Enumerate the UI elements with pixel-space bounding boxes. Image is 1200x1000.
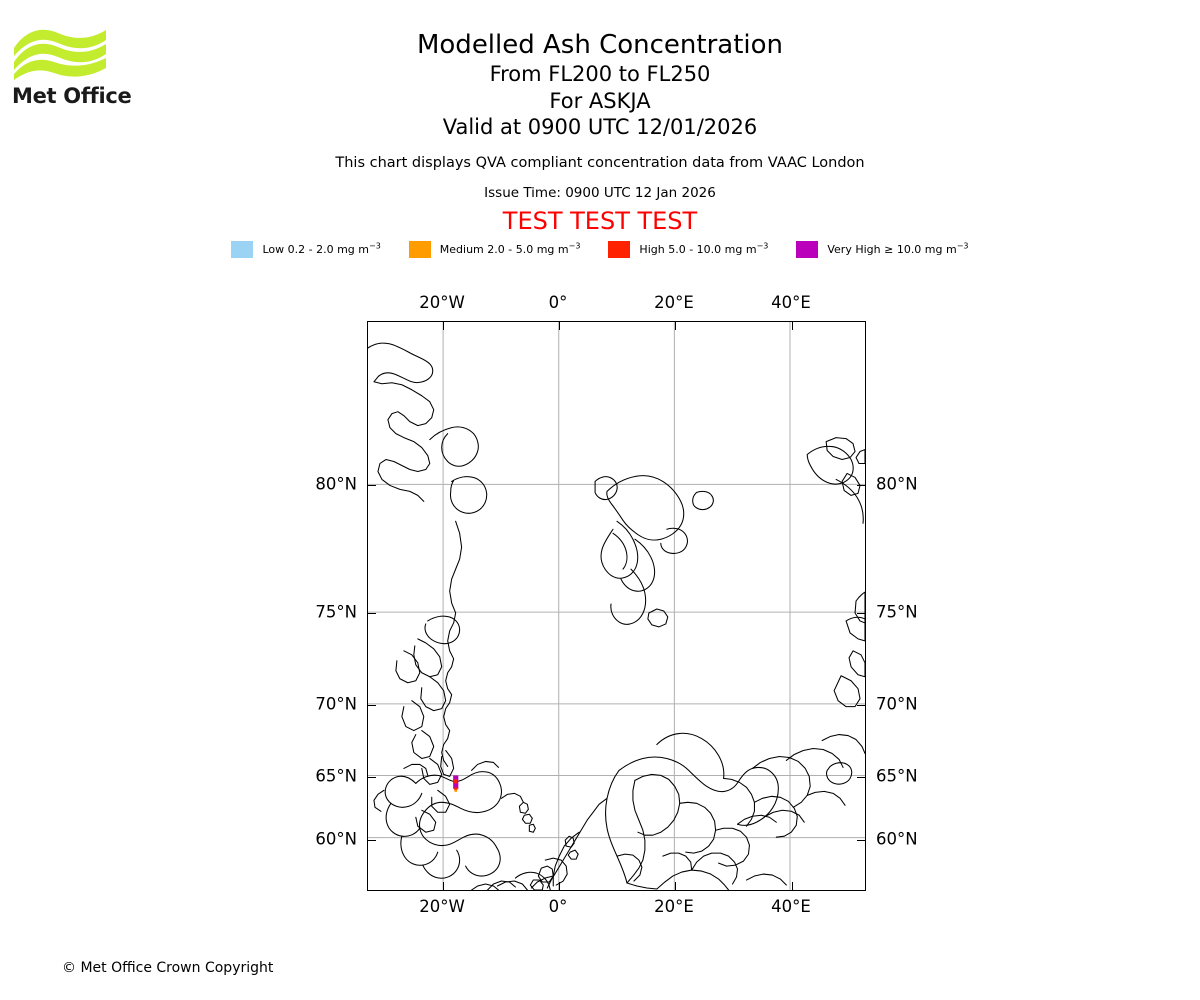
ash-concentration-map[interactable]: 20°W 0° 20°E 40°E 20°W 0° 20°E 40°E 80°N… [315,293,917,916]
title-level-range: From FL200 to FL250 [489,62,711,86]
y-axis-label-left-75n: 75°N [315,602,357,622]
tick-right-75n [857,613,865,614]
x-axis-label-bottom-1: 0° [548,897,568,916]
y-axis-label-left-65n: 65°N [315,766,357,786]
title-volcano: For ASKJA [549,88,651,113]
legend-item-low: Low 0.2 - 2.0 mg m−3 [231,241,381,258]
y-axis-label-left-80n: 80°N [315,474,357,494]
met-office-logo: Met Office [12,24,132,114]
tick-bottom-20w [443,882,444,890]
tick-bottom-0 [559,882,560,890]
tick-left-80n [368,485,376,486]
page-title: Modelled Ash Concentration [416,30,784,60]
legend-swatch-medium [408,241,431,258]
tick-left-60n [368,840,376,841]
y-axis-label-right-65n: 65°N [876,766,918,786]
coastline-faroes [518,801,536,833]
tick-left-75n [368,613,376,614]
legend-label-very-high: Very High ≥ 10.0 mg m−3 [827,241,969,256]
x-axis-label-bottom-0: 20°W [419,897,465,916]
legend-label-high: High 5.0 - 10.0 mg m−3 [639,241,769,256]
coastline-novaya-zemlya [806,437,865,708]
y-axis-label-left-60n: 60°N [315,829,357,849]
map-frame [367,321,866,891]
title-valid-time: Valid at 0900 UTC 12/01/2026 [442,115,758,139]
coastline-iceland [373,760,524,879]
ash-plume-region [453,775,459,792]
concentration-legend: Low 0.2 - 2.0 mg m−3 Medium 2.0 - 5.0 mg… [0,241,1200,258]
x-axis-label-top-3: 40°E [771,293,811,312]
tick-right-70n [857,705,865,706]
tick-left-65n [368,777,376,778]
x-axis-label-top-1: 0° [548,293,568,312]
x-axis-label-top-0: 20°W [419,293,465,312]
met-office-wave-icon [14,29,106,80]
legend-label-low: Low 0.2 - 2.0 mg m−3 [262,241,381,256]
x-axis-label-bottom-3: 40°E [771,897,811,916]
map-gridlines [368,322,865,890]
legend-item-high: High 5.0 - 10.0 mg m−3 [608,241,768,258]
coastline-scandinavia [530,732,865,890]
legend-item-medium: Medium 2.0 - 5.0 mg m−3 [408,241,581,258]
header-block: Modelled Ash Concentration From FL200 to… [0,0,1200,235]
y-axis-label-right-60n: 60°N [876,829,918,849]
legend-item-very-high: Very High ≥ 10.0 mg m−3 [796,241,969,258]
legend-swatch-very-high [796,241,819,258]
legend-swatch-high [608,241,631,258]
tick-top-40e [792,322,793,330]
logo-wordmark: Met Office [12,84,132,108]
issue-time: Issue Time: 0900 UTC 12 Jan 2026 [484,184,716,201]
legend-swatch-low [231,241,254,258]
coastline-british-isles [471,835,579,890]
copyright-notice: © Met Office Crown Copyright [62,960,274,976]
tick-right-60n [857,840,865,841]
tick-right-65n [857,777,865,778]
coastline-svalbard [594,475,714,628]
tick-top-0 [559,322,560,330]
y-axis-label-right-75n: 75°N [876,602,918,622]
tick-left-70n [368,705,376,706]
tick-right-80n [857,485,865,486]
tick-bottom-40e [792,882,793,890]
x-axis-label-top-2: 20°E [654,293,694,312]
legend-label-medium: Medium 2.0 - 5.0 mg m−3 [439,241,581,256]
y-axis-label-right-80n: 80°N [876,474,918,494]
tick-top-20e [675,322,676,330]
chart-note: This chart displays QVA compliant concen… [335,154,865,171]
y-axis-label-right-70n: 70°N [876,694,918,714]
map-canvas [368,322,865,890]
x-axis-label-bottom-2: 20°E [654,897,694,916]
coastline-greenland [368,342,488,833]
tick-bottom-20e [675,882,676,890]
test-banner: TEST TEST TEST [502,206,698,235]
y-axis-label-left-70n: 70°N [315,694,357,714]
tick-top-20w [443,322,444,330]
